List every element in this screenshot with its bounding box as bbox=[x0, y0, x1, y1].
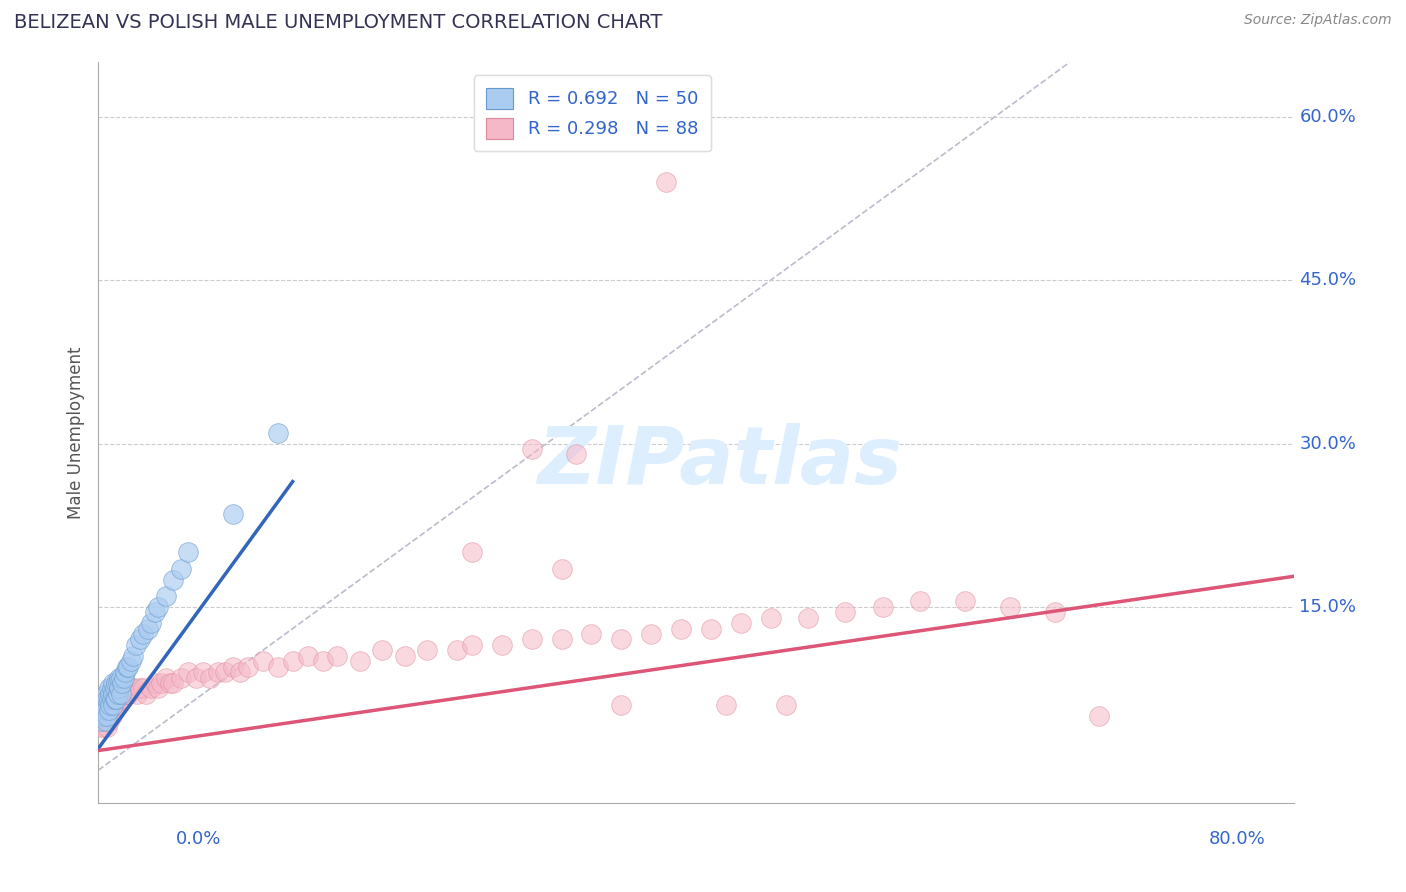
Text: 15.0%: 15.0% bbox=[1299, 598, 1357, 615]
Point bbox=[311, 654, 333, 668]
Text: Source: ZipAtlas.com: Source: ZipAtlas.com bbox=[1244, 13, 1392, 28]
Point bbox=[834, 605, 856, 619]
Text: 30.0%: 30.0% bbox=[1299, 434, 1357, 452]
Point bbox=[872, 599, 894, 614]
Point bbox=[114, 665, 136, 680]
Point bbox=[105, 698, 128, 712]
Point bbox=[446, 643, 468, 657]
Point bbox=[93, 708, 115, 723]
Point bbox=[700, 622, 723, 636]
Text: 45.0%: 45.0% bbox=[1299, 271, 1357, 289]
Point bbox=[610, 698, 633, 712]
Point bbox=[115, 687, 138, 701]
Point bbox=[94, 708, 117, 723]
Point bbox=[1043, 605, 1066, 619]
Point bbox=[136, 622, 159, 636]
Point bbox=[191, 665, 214, 680]
Point bbox=[103, 698, 125, 712]
Point bbox=[97, 714, 120, 728]
Point bbox=[394, 648, 416, 663]
Point bbox=[132, 681, 155, 696]
Y-axis label: Male Unemployment: Male Unemployment bbox=[66, 346, 84, 519]
Point bbox=[139, 681, 162, 696]
Text: ZIPatlas: ZIPatlas bbox=[537, 423, 903, 501]
Point bbox=[114, 687, 136, 701]
Point bbox=[104, 692, 127, 706]
Point bbox=[97, 681, 120, 696]
Point bbox=[96, 720, 118, 734]
Point bbox=[162, 676, 184, 690]
Point bbox=[91, 703, 114, 717]
Point bbox=[98, 687, 122, 701]
Legend: R = 0.692   N = 50, R = 0.298   N = 88: R = 0.692 N = 50, R = 0.298 N = 88 bbox=[474, 75, 711, 151]
Point bbox=[267, 425, 290, 440]
Point bbox=[129, 681, 152, 696]
Point bbox=[129, 632, 152, 647]
Point bbox=[229, 665, 252, 680]
Point bbox=[121, 648, 143, 663]
Point bbox=[177, 665, 200, 680]
Point bbox=[730, 616, 752, 631]
Point bbox=[103, 703, 125, 717]
Point bbox=[107, 687, 129, 701]
Point bbox=[998, 599, 1021, 614]
Point bbox=[714, 698, 737, 712]
Point bbox=[94, 687, 117, 701]
Point bbox=[655, 175, 678, 189]
Point bbox=[669, 622, 692, 636]
Point bbox=[1088, 708, 1111, 723]
Point bbox=[550, 632, 572, 647]
Point bbox=[491, 638, 513, 652]
Point bbox=[124, 681, 146, 696]
Point bbox=[103, 698, 125, 712]
Point bbox=[162, 573, 184, 587]
Point bbox=[222, 508, 245, 522]
Point bbox=[93, 698, 115, 712]
Point bbox=[155, 671, 177, 685]
Point bbox=[96, 692, 118, 706]
Point bbox=[143, 676, 166, 690]
Point bbox=[461, 545, 484, 559]
Point bbox=[148, 599, 170, 614]
Point bbox=[207, 665, 229, 680]
Point bbox=[797, 611, 820, 625]
Point bbox=[135, 687, 157, 701]
Point bbox=[326, 648, 349, 663]
Point bbox=[110, 692, 132, 706]
Point bbox=[105, 692, 128, 706]
Point bbox=[581, 627, 603, 641]
Point bbox=[94, 714, 117, 728]
Point bbox=[91, 714, 114, 728]
Point bbox=[111, 692, 134, 706]
Point bbox=[101, 681, 124, 696]
Point bbox=[200, 671, 222, 685]
Point bbox=[550, 562, 572, 576]
Point bbox=[127, 687, 149, 701]
Point bbox=[214, 665, 236, 680]
Point bbox=[297, 648, 319, 663]
Point bbox=[520, 442, 543, 456]
Point bbox=[101, 708, 124, 723]
Point bbox=[184, 671, 207, 685]
Point bbox=[90, 720, 112, 734]
Point bbox=[775, 698, 797, 712]
Point bbox=[252, 654, 274, 668]
Point bbox=[98, 698, 122, 712]
Point bbox=[96, 708, 118, 723]
Point bbox=[108, 692, 131, 706]
Point bbox=[105, 676, 128, 690]
Point bbox=[98, 708, 122, 723]
Point bbox=[110, 671, 132, 685]
Point bbox=[97, 703, 120, 717]
Point bbox=[108, 671, 131, 685]
Point bbox=[108, 681, 131, 696]
Point bbox=[236, 659, 259, 673]
Point bbox=[150, 676, 173, 690]
Point bbox=[103, 676, 125, 690]
Point bbox=[267, 659, 290, 673]
Point bbox=[148, 681, 170, 696]
Point bbox=[112, 687, 135, 701]
Point bbox=[416, 643, 439, 657]
Point bbox=[103, 687, 125, 701]
